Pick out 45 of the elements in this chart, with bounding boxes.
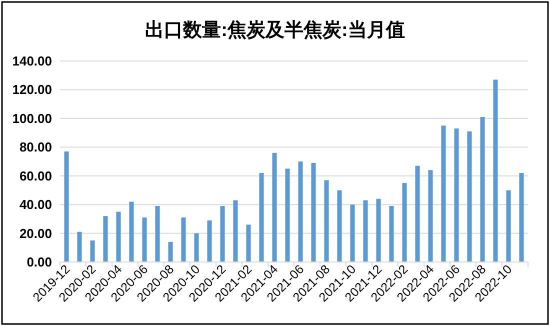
bar	[207, 220, 212, 262]
bar	[350, 204, 355, 262]
bar	[181, 217, 186, 262]
y-tick-label: 100.00	[12, 110, 52, 126]
bar	[506, 190, 511, 262]
y-tick-label: 80.00	[19, 140, 52, 155]
bar	[64, 151, 69, 262]
bar	[233, 200, 238, 262]
bar	[194, 233, 199, 262]
y-tick-label: 40.00	[19, 197, 52, 212]
bar	[519, 172, 524, 262]
bar	[129, 202, 134, 262]
bar	[220, 206, 225, 262]
bar	[337, 190, 342, 262]
bar	[363, 200, 368, 262]
bar	[259, 172, 264, 262]
bar	[441, 126, 446, 262]
bar	[142, 217, 147, 262]
bar	[103, 216, 108, 262]
y-tick-label: 120.00	[12, 82, 52, 98]
bar	[272, 152, 277, 262]
y-tick-label: 140.00	[12, 54, 52, 68]
bar	[454, 128, 459, 262]
bar	[311, 162, 316, 262]
bar	[155, 206, 160, 262]
bar	[77, 232, 82, 262]
y-tick-label: 20.00	[19, 226, 52, 241]
bar	[402, 183, 407, 262]
bar	[389, 206, 394, 262]
bar	[168, 242, 173, 262]
bar	[415, 166, 420, 262]
bar	[493, 80, 498, 262]
bar	[376, 198, 381, 262]
bar	[285, 168, 290, 262]
y-tick-label: 60.00	[19, 168, 52, 184]
bar	[467, 131, 472, 262]
bar	[90, 240, 95, 262]
bar	[298, 162, 303, 262]
chart-title: 出口数量:焦炭及半焦炭:当月值	[145, 19, 405, 41]
bar	[428, 170, 433, 262]
bar	[116, 212, 121, 262]
bar	[324, 180, 329, 262]
bar	[480, 116, 485, 262]
bar	[246, 224, 251, 262]
y-tick-label: 0.00	[26, 254, 52, 270]
